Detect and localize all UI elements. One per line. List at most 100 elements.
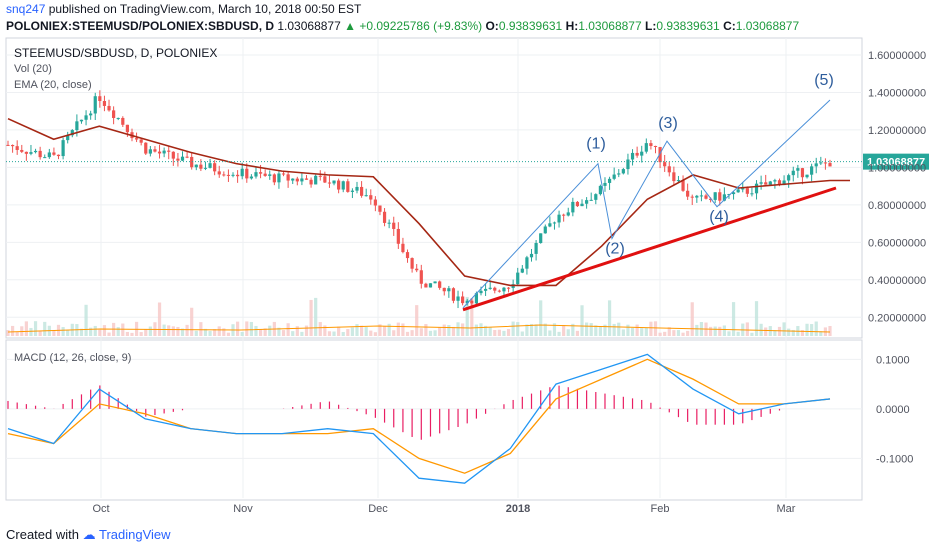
candle-body <box>249 176 253 179</box>
close-value: 1.03068877 <box>735 19 800 33</box>
high-value: 1.03068877 <box>578 19 642 33</box>
candle-body <box>291 178 295 181</box>
volume-bar <box>681 332 685 336</box>
candle-body <box>699 195 704 197</box>
candle-body <box>663 162 667 167</box>
author-link[interactable]: snq247 <box>6 2 46 16</box>
volume-bar <box>575 330 580 336</box>
candle-body <box>562 214 566 216</box>
macd-tick-label: 0.0000 <box>876 404 910 416</box>
volume-bar <box>589 323 593 336</box>
candle-body <box>410 258 414 269</box>
candle-body <box>33 150 38 153</box>
volume-bar <box>782 322 786 336</box>
candle-body <box>43 157 47 159</box>
up-arrow-icon: ▲ <box>344 19 357 33</box>
volume-bar <box>61 327 65 336</box>
volume-bar <box>736 331 740 336</box>
volume-bar <box>171 326 175 336</box>
candle-body <box>89 113 93 116</box>
volume-bar <box>396 322 400 336</box>
volume-bar <box>585 322 589 336</box>
volume-bar <box>240 331 244 336</box>
volume-bar <box>190 307 194 336</box>
volume-bar <box>543 323 547 336</box>
volume-bar <box>350 327 355 336</box>
ohlc-line: POLONIEX:STEEMUSD/POLONIEX:SBDUSD, D 1.0… <box>6 18 799 34</box>
candle-body <box>447 288 451 292</box>
open-label: O: <box>485 19 499 33</box>
volume-bar <box>594 325 598 336</box>
volume-bar <box>323 325 327 336</box>
candle-body <box>47 152 51 158</box>
candle-body <box>112 110 116 118</box>
candle-body <box>585 200 589 204</box>
candle-body <box>304 178 309 180</box>
candle-body <box>295 178 299 182</box>
volume-bar <box>419 328 423 336</box>
volume-bar <box>203 328 208 336</box>
volume-bar <box>236 321 240 336</box>
candle-body <box>419 270 423 284</box>
candle-body <box>630 152 635 160</box>
volume-bar <box>456 322 460 336</box>
volume-bar <box>314 297 318 336</box>
candle-body <box>722 194 726 201</box>
volume-bar <box>401 323 405 336</box>
volume-bar <box>745 322 749 336</box>
candle-body <box>185 156 189 158</box>
volume-bar <box>15 332 19 336</box>
candle-body <box>359 186 364 196</box>
candle-body <box>350 190 355 192</box>
macd-line <box>7 353 831 484</box>
candle-body <box>741 188 745 190</box>
candle-body <box>61 140 65 157</box>
y-tick-label: 1.60000000 <box>868 50 926 62</box>
candle-body <box>341 181 345 190</box>
candle-body <box>787 175 791 181</box>
candle-body <box>70 130 74 136</box>
candle-body <box>598 185 602 195</box>
tradingview-logo-icon[interactable]: ☁ <box>82 527 96 542</box>
volume-bar <box>107 332 111 336</box>
candle-body <box>483 288 488 291</box>
volume-bar <box>566 329 570 336</box>
candle-body <box>121 117 125 125</box>
volume-bar <box>722 325 726 336</box>
candle-body <box>548 223 552 227</box>
volume-bar <box>424 324 428 336</box>
volume-bar <box>461 323 465 336</box>
macd-tick-label: 0.1000 <box>876 354 910 366</box>
candle-body <box>217 171 221 175</box>
volume-bar <box>66 329 70 336</box>
y-tick-label: 1.40000000 <box>868 87 926 99</box>
candle-body <box>607 178 612 183</box>
last-price-tag-label: 1.03068877 <box>867 157 925 169</box>
candle-body <box>134 138 139 140</box>
volume-ma-line <box>7 324 831 333</box>
close-label: C: <box>723 19 736 33</box>
candle-body <box>387 222 391 224</box>
candle-body <box>102 101 107 106</box>
created-with-text: Created with <box>6 527 79 542</box>
x-tick-label: 2018 <box>506 503 530 515</box>
volume-bar <box>686 330 690 336</box>
volume-bar <box>291 331 295 336</box>
volume-bar <box>245 321 249 336</box>
tradingview-link[interactable]: TradingView <box>99 527 171 542</box>
candle-body <box>222 174 226 176</box>
candle-body <box>805 174 809 178</box>
candle-body <box>268 174 272 176</box>
volume-bar <box>382 326 387 336</box>
volume-bar <box>180 328 185 336</box>
ema-legend: EMA (20, close) <box>14 79 92 91</box>
candle-body <box>125 124 129 133</box>
volume-bar <box>355 324 359 336</box>
chart-canvas[interactable]: 1.03068877 (1) (2) (3) (4) (5) Oct Nov Dec 2018 F… <box>0 36 932 548</box>
volume-bar <box>506 329 511 336</box>
volume-bar <box>764 327 768 336</box>
volume-bar <box>750 332 754 336</box>
volume-bar <box>649 321 653 336</box>
volume-bar <box>451 326 456 336</box>
candle-body <box>516 272 520 285</box>
